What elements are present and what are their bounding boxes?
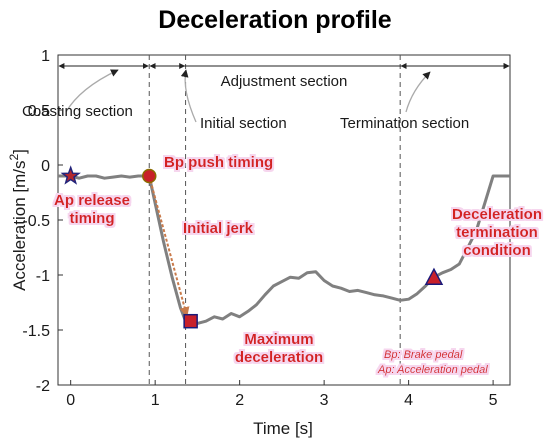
annotation-line: Deceleration [452,206,542,223]
x-tick-label: 3 [320,392,329,409]
y-tick-label: -0.5 [22,213,50,230]
y-axis-label-superscript: 2 [7,154,21,161]
annotation-line: termination [456,224,538,241]
x-tick-label: 2 [235,392,244,409]
annotation-deceleration-termination-condition: Deceleration termination condition [452,206,542,259]
y-axis-ticks: 1 0.5 0 -0.5 -1 -1.5 -2 [22,48,63,395]
annotation-line: Initial jerk [183,220,254,237]
chart-title: Deceleration profile [158,6,391,34]
ap-release-star-marker [60,165,81,185]
y-tick-label: -2 [36,378,50,395]
section-pointer-arrow [180,69,197,123]
markers-layer [60,165,444,329]
y-tick-label: -1 [36,268,50,285]
footnote-brake-pedal: Bp: Brake pedal [384,349,463,361]
y-axis-label-close: ] [10,149,29,154]
termination-triangle-marker [424,267,444,285]
x-tick-label: 0 [66,392,75,409]
annotation-maximum-deceleration: Maximum deceleration [235,331,323,366]
section-dividers [148,55,401,385]
annotation-line: deceleration [235,349,323,366]
max-deceleration-square-marker [183,313,198,329]
annotation-line: condition [463,242,531,259]
y-tick-label: 0 [41,158,50,175]
y-tick-label: -1.5 [22,323,50,340]
bp-push-circle-marker [141,168,157,184]
y-tick-label: 1 [41,48,50,65]
x-tick-label: 5 [489,392,498,409]
x-axis-label: Time [s] [253,419,313,438]
section-pointer-arrow [65,69,119,113]
x-tick-label: 4 [404,392,413,409]
annotation-line: Bp push timing [164,154,273,171]
initial-jerk-arrow [148,175,190,318]
y-axis-label: Acceleration [m/s2] [7,149,29,291]
annotation-line: timing [70,210,115,227]
annotations-layer: Ap release timing Bp push timing Initial je… [54,154,542,366]
annotation-bp-push-timing: Bp push timing [164,154,273,171]
section-label: Adjustment section [221,73,348,90]
annotation-initial-jerk: Initial jerk [183,220,254,237]
section-label: Initial section [200,115,287,132]
section-label: Termination section [340,115,469,132]
x-tick-label: 1 [151,392,160,409]
annotation-line: Maximum [244,331,313,348]
section-pointer-arrow [405,71,431,113]
annotation-line: Ap release [54,192,130,209]
y-axis-label-main: Acceleration [m/s [10,161,29,291]
x-axis-ticks: 0 1 2 3 4 5 [66,380,498,409]
y-tick-label: 0.5 [28,103,50,120]
annotation-ap-release-timing: Ap release timing [54,192,130,227]
footnotes: Bp: Brake pedal Ap: Acceleration pedal [377,349,488,376]
section-label: Coasting section [22,103,133,120]
footnote-acceleration-pedal: Ap: Acceleration pedal [377,364,488,376]
section-arrows: Coasting section Initial section Adjustmen… [22,63,510,132]
